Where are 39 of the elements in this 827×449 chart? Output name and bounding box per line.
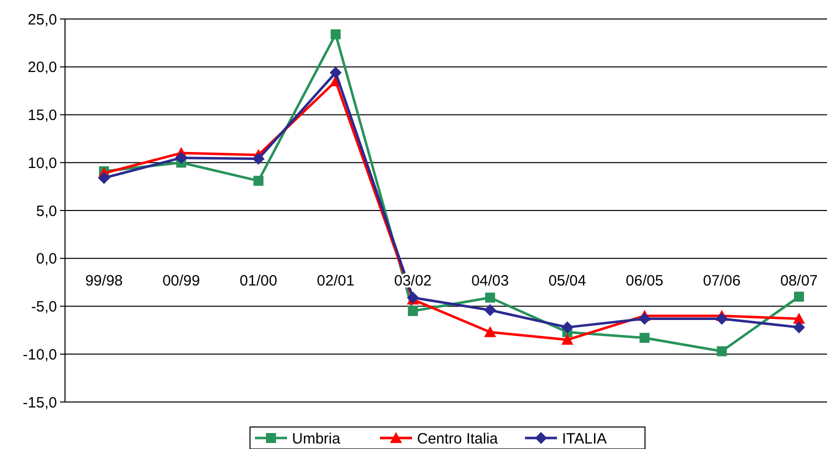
x-tick-label: 05/04 bbox=[548, 272, 586, 290]
point bbox=[330, 29, 341, 40]
x-tick-label: 01/00 bbox=[240, 272, 278, 290]
point bbox=[793, 321, 805, 334]
x-tick-label: 07/06 bbox=[703, 272, 741, 290]
point bbox=[561, 321, 574, 334]
y-tick-label: -15,0 bbox=[22, 394, 57, 412]
x-tick-label: 08/07 bbox=[780, 272, 818, 290]
point bbox=[252, 152, 264, 165]
point bbox=[640, 332, 650, 343]
y-tick-label: 15,0 bbox=[28, 107, 57, 124]
y-tick-label: 0,0 bbox=[36, 250, 57, 268]
point bbox=[484, 304, 496, 316]
x-tick-label: 02/01 bbox=[316, 272, 354, 290]
y-tick-label: -10,0 bbox=[22, 346, 57, 364]
point bbox=[638, 312, 651, 325]
x-tick-label: 06/05 bbox=[626, 272, 664, 290]
point bbox=[794, 292, 804, 302]
y-tick-label: 25,0 bbox=[28, 11, 57, 28]
x-tick-label: 99/98 bbox=[85, 272, 123, 290]
x-tick-label: 00/99 bbox=[162, 272, 200, 290]
point bbox=[716, 312, 728, 325]
legend-label: ITALIA bbox=[562, 430, 607, 448]
point bbox=[330, 66, 342, 79]
x-tick-label: 04/03 bbox=[471, 272, 509, 290]
y-tick-label: -5,0 bbox=[31, 298, 57, 316]
point bbox=[561, 334, 574, 345]
point bbox=[716, 346, 727, 356]
point bbox=[485, 292, 496, 303]
point bbox=[175, 152, 188, 164]
point bbox=[484, 326, 496, 338]
legend-label: Umbria bbox=[292, 430, 341, 448]
y-tick-label: 20,0 bbox=[28, 59, 57, 76]
point bbox=[98, 172, 110, 184]
point bbox=[253, 176, 264, 186]
y-tick-label: 5,0 bbox=[36, 202, 57, 220]
point bbox=[408, 306, 418, 316]
legend-label: Centro Italia bbox=[417, 430, 499, 448]
y-tick-label: 10,0 bbox=[28, 154, 57, 172]
